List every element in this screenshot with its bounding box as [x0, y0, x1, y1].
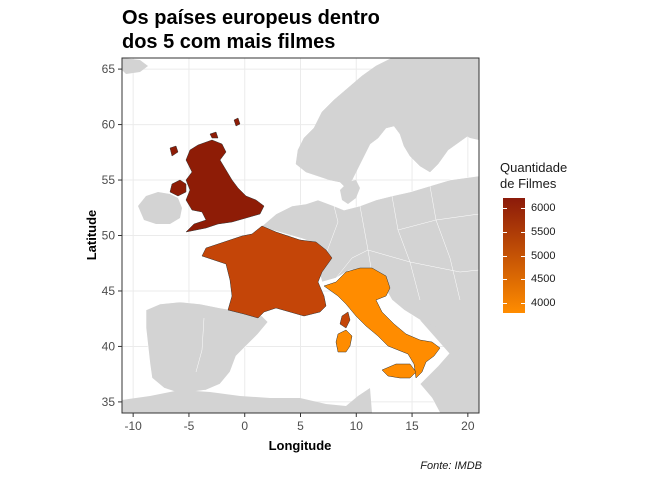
- sicily-shape: [381, 363, 417, 379]
- x-tick-label: 20: [461, 419, 475, 433]
- y-axis-title: Latitude: [84, 210, 99, 261]
- north-africa-shape: [122, 388, 372, 413]
- france-shape: [201, 225, 333, 319]
- legend-tick-mark: [521, 279, 525, 281]
- iceland-shape: [122, 58, 148, 74]
- legend-label: 5000: [531, 249, 556, 262]
- y-tick-label: 40: [102, 339, 116, 353]
- y-tick-label: 45: [102, 284, 116, 298]
- uk-islands-shape: [169, 117, 241, 157]
- legend-tick-mark: [521, 255, 525, 257]
- x-tick-label: -5: [184, 419, 195, 433]
- legend-tick-mark: [521, 207, 525, 209]
- legend-title-line-1: Quantidade: [500, 160, 568, 175]
- denmark-shape: [340, 180, 360, 204]
- baltic-finland-shape: [404, 58, 479, 140]
- y-tick-label: 55: [102, 173, 116, 187]
- x-axis-title: Longitude: [269, 438, 332, 453]
- y-tick-label: 35: [102, 395, 116, 409]
- legend-label: 4500: [531, 273, 556, 286]
- title-line-1: Os países europeus dentro: [122, 7, 380, 29]
- legend-label: 4000: [531, 297, 556, 310]
- legend-tick-mark: [503, 303, 507, 305]
- legend: Quantidade de Filmes 6000 5500 5000 4500 400…: [500, 160, 567, 313]
- y-tick-label: 65: [102, 62, 116, 76]
- source-caption: Fonte: IMDB: [420, 460, 482, 472]
- legend-color-bar: [503, 198, 525, 313]
- balkans-shape: [420, 320, 479, 413]
- x-tick-label: 0: [241, 419, 248, 433]
- corsica-shape: [339, 311, 351, 329]
- legend-title: Quantidade de Filmes: [500, 160, 567, 192]
- x-axis-ticks: -10 -5 0 5 10 15 20: [124, 413, 475, 433]
- chart-title: Os países europeus dentro dos 5 com mais…: [122, 6, 380, 54]
- y-tick-label: 50: [102, 229, 116, 243]
- y-axis-ticks: 35 40 45 50 55 60 65: [102, 62, 122, 409]
- italy-shape: [323, 267, 441, 379]
- sardinia-shape: [335, 329, 353, 353]
- x-tick-label: 10: [350, 419, 364, 433]
- x-tick-label: 15: [405, 419, 419, 433]
- northern-ireland-shape: [169, 179, 187, 197]
- legend-tick-mark: [521, 303, 525, 305]
- legend-title-line-2: de Filmes: [500, 176, 557, 191]
- legend-tick-mark: [521, 231, 525, 233]
- x-tick-label: 5: [297, 419, 304, 433]
- iberia-shape: [145, 301, 269, 393]
- border-lines: [195, 185, 479, 373]
- ireland-shape: [138, 192, 182, 224]
- y-tick-label: 60: [102, 118, 116, 132]
- title-line-2: dos 5 com mais filmes: [122, 31, 336, 53]
- legend-tick-mark: [503, 279, 507, 281]
- map-layers: [122, 58, 479, 413]
- uk-shape: [185, 139, 265, 233]
- legend-tick-mark: [503, 255, 507, 257]
- legend-tick-mark: [503, 207, 507, 209]
- x-tick-label: -10: [124, 419, 142, 433]
- legend-label: 5500: [531, 225, 556, 238]
- legend-tick-mark: [503, 231, 507, 233]
- legend-label: 6000: [531, 201, 556, 214]
